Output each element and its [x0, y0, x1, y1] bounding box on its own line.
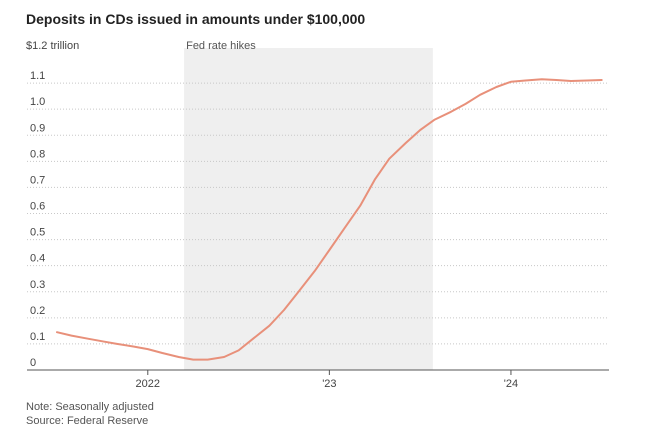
y-axis-label: $1.2 trillion: [26, 40, 79, 52]
series-layer: [56, 78, 603, 361]
x-tick-label: '23: [322, 378, 336, 390]
x-tick-label: '24: [504, 378, 518, 390]
y-tick-label: 0.5: [30, 227, 45, 239]
shaded-region-label: Fed rate hikes: [186, 40, 256, 52]
chart-notes: Note: Seasonally adjusted Source: Federa…: [26, 400, 154, 428]
y-tick-label: 0.3: [30, 279, 45, 291]
x-tick-label: 2022: [136, 378, 160, 390]
chart-title: Deposits in CDs issued in amounts under …: [26, 11, 366, 27]
y-tick-label: 0.9: [30, 122, 45, 134]
source-text: Source: Federal Reserve: [26, 415, 149, 427]
y-tick-label: 0.8: [30, 148, 45, 160]
y-tick-label: 0.1: [30, 331, 45, 343]
y-tick-label: 0.7: [30, 174, 45, 186]
y-tick-label: 0.4: [30, 253, 45, 265]
x-tick-layer: 2022 '23 '24: [136, 370, 518, 390]
y-tick-label: 1.0: [30, 96, 45, 108]
y-tick-label: 1.1: [30, 70, 45, 82]
note-text: Note: Seasonally adjusted: [26, 401, 154, 413]
series-line: [56, 78, 603, 361]
y-tick-label: 0: [30, 357, 36, 369]
y-tick-labels: 0 0.1 0.2 0.3 0.4 0.5 0.6 0.7 0.8 0.9 1.0 1.1: [30, 70, 45, 369]
shaded-region: [184, 48, 433, 370]
y-tick-label: 0.6: [30, 201, 45, 213]
shaded-region-layer: [184, 48, 433, 370]
y-tick-label: 0.2: [30, 305, 45, 317]
